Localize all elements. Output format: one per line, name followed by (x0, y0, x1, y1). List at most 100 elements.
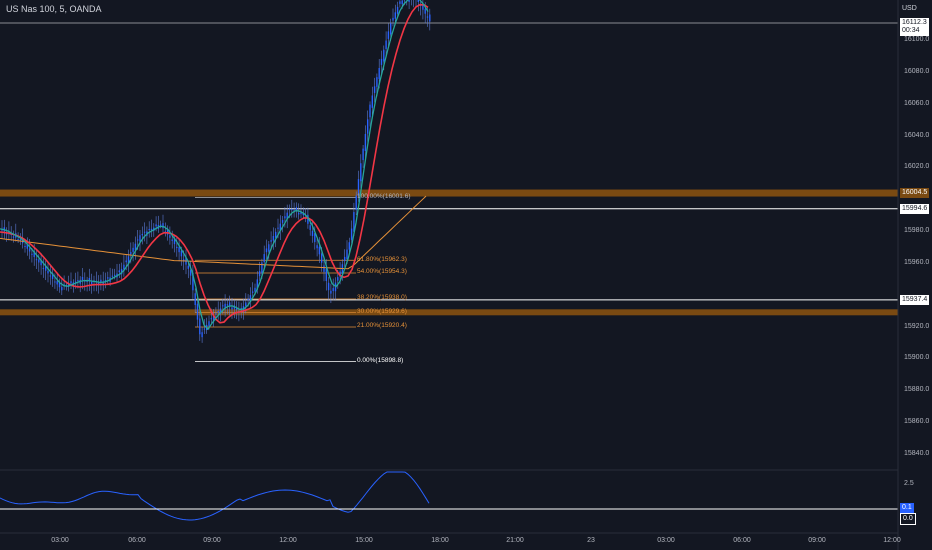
candle-body (401, 0, 403, 5)
candle-body (346, 249, 348, 259)
candle-body (24, 245, 26, 247)
candle-body (355, 195, 357, 210)
fib-label[interactable]: 100.00%(16001.6) (357, 193, 411, 201)
candle-body (307, 214, 309, 224)
candle-body (229, 302, 231, 307)
candle-body (247, 298, 249, 301)
candle-body (45, 265, 47, 271)
oscillator-line (0, 471, 430, 521)
candle-body (81, 276, 84, 281)
candle-body (226, 304, 229, 306)
candle-body (387, 31, 390, 39)
time-label: 18:00 (431, 537, 449, 544)
candle-body (337, 277, 339, 281)
candle-body (107, 277, 109, 279)
fib-label[interactable]: 21.00%(15920.4) (357, 322, 407, 330)
candle-body (132, 247, 134, 252)
candle-body (327, 282, 330, 291)
candle-body (256, 279, 258, 290)
price-tick: 16060.0 (904, 99, 930, 107)
candle-body (302, 212, 304, 216)
price-tick: 16080.0 (904, 67, 930, 75)
price-tick: 15840.0 (904, 450, 930, 457)
candle-body (162, 223, 164, 229)
candle-body (187, 265, 189, 269)
candle-body (1, 229, 3, 231)
time-label: 03:00 (51, 537, 69, 544)
candle-body (291, 209, 293, 211)
price-marker-label: 16004.5 (900, 188, 930, 199)
current-price-label: 16112.3 00:34 (900, 18, 929, 36)
candle-body (51, 273, 54, 279)
candle-body (344, 256, 346, 262)
candle-body (348, 242, 350, 250)
candle-body (118, 270, 120, 273)
fib-label[interactable]: 38.20%(15938.0) (357, 294, 407, 302)
candle-body (364, 133, 367, 151)
candle-body (164, 231, 166, 233)
candle-body (201, 332, 203, 338)
ema-slow-line (0, 195, 427, 270)
candle-body (47, 270, 49, 274)
candle-body (160, 224, 162, 226)
candle-body (429, 14, 431, 22)
candle-body (155, 224, 157, 227)
candle-body (270, 240, 272, 242)
price-tick: 15920.0 (904, 322, 930, 330)
fib-label[interactable]: 30.00%(15929.6) (357, 307, 407, 315)
ema-fast-line (0, 0, 429, 331)
candle-body (272, 235, 275, 241)
candle-body (298, 212, 300, 215)
candle-body (357, 179, 360, 196)
candle-body (288, 208, 291, 210)
candle-body (235, 308, 238, 310)
candle-body (383, 49, 385, 62)
fib-label[interactable]: 54.00%(15954.3) (357, 268, 407, 276)
candle-body (367, 119, 369, 134)
candle-body (40, 260, 42, 266)
candle-body (245, 302, 247, 307)
price-tick: 15880.0 (904, 386, 930, 394)
candle-body (281, 219, 284, 223)
candle-body (70, 281, 72, 284)
candle-body (173, 237, 176, 245)
candle-body (183, 259, 185, 261)
candle-body (114, 274, 116, 276)
candle-body (180, 250, 183, 257)
zone-band (0, 189, 898, 197)
candle-body (325, 268, 327, 282)
candle-body (378, 68, 380, 79)
candle-body (189, 270, 192, 276)
currency-label: USD (902, 5, 917, 12)
symbol-title[interactable]: US Nas 100, 5, OANDA (6, 4, 102, 14)
candle-body (277, 227, 279, 229)
candle-body (139, 235, 141, 242)
candle-body (268, 244, 270, 252)
candle-body (49, 275, 51, 277)
candle-body (141, 233, 143, 236)
candle-body (19, 239, 22, 241)
candle-body (263, 254, 265, 263)
candle-body (56, 281, 58, 285)
candle-body (254, 287, 256, 292)
candle-body (212, 315, 215, 322)
time-label: 15:00 (355, 537, 373, 544)
fib-label[interactable]: 61.80%(15962.3) (357, 255, 407, 263)
candle-body (130, 252, 132, 255)
time-label: 21:00 (506, 537, 524, 544)
price-marker-label: 15937.4 (900, 294, 930, 305)
price-tick: 16020.0 (904, 163, 930, 171)
candle-body (261, 262, 263, 274)
candle-body (219, 308, 222, 314)
candle-body (111, 275, 114, 277)
candle-body (171, 239, 173, 241)
candle-body (178, 247, 180, 253)
candle-body (376, 77, 378, 87)
candle-body (371, 95, 373, 108)
candle-body (54, 281, 56, 283)
price-tick: 16100.0 (904, 35, 930, 43)
candle-body (295, 207, 298, 212)
candle-body (275, 231, 277, 238)
fib-label[interactable]: 0.00%(15898.8) (357, 356, 404, 364)
